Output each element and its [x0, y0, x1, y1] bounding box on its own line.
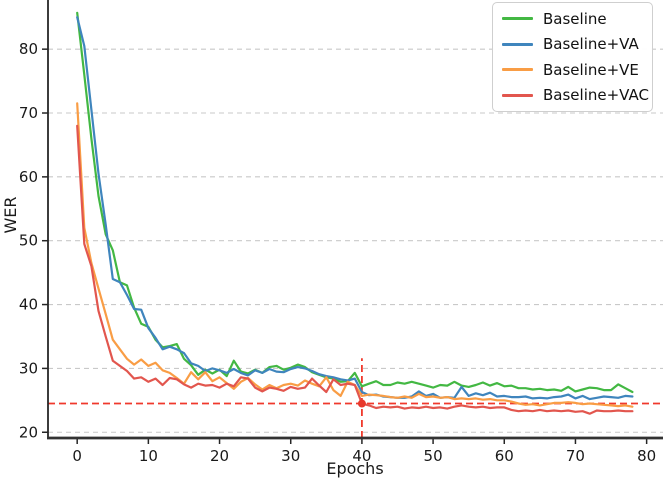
x-tick-label-40: 40 [352, 447, 371, 465]
x-tick-label-20: 20 [210, 447, 229, 465]
legend-item-baseline-vac: Baseline+VAC [502, 86, 649, 104]
y-tick-label-20: 20 [19, 423, 38, 441]
legend-line-sample-baseline-vac [502, 93, 533, 97]
legend-label: Baseline+VA [543, 35, 639, 54]
legend-label: Baseline [543, 9, 607, 28]
x-tick-label-0: 0 [72, 447, 82, 465]
x-tick-label-70: 70 [566, 447, 585, 465]
y-axis-title: WER [1, 196, 20, 233]
legend-label: Baseline+VE [543, 60, 639, 79]
intersection-marker-dot [357, 399, 366, 408]
x-axis-title: Epochs [326, 459, 383, 478]
y-tick-label-30: 30 [19, 359, 38, 377]
legend-line-sample-baseline-ve [502, 68, 533, 72]
series-line-baseline-ve [76, 102, 634, 408]
legend-line-sample-baseline-va [502, 42, 533, 46]
series-lines-group [76, 11, 634, 415]
axes-group: 20 30 40 50 60 70 80 0 10 20 30 40 50 60 70 80 [19, 0, 663, 465]
legend-item-baseline: Baseline [502, 10, 643, 28]
x-tick-label-10: 10 [139, 447, 158, 465]
x-tick-label-80: 80 [637, 447, 656, 465]
legend-item-baseline-ve: Baseline+VE [502, 61, 643, 79]
series-line-baseline-vac [76, 124, 634, 415]
y-tick-label-60: 60 [19, 168, 38, 186]
x-tick-label-50: 50 [424, 447, 443, 465]
y-tick-label-40: 40 [19, 296, 38, 314]
y-tick-label-80: 80 [19, 40, 38, 58]
series-line-baseline-va [76, 16, 634, 401]
y-tick-label-50: 50 [19, 232, 38, 250]
y-tick-label-70: 70 [19, 104, 38, 122]
annotation-lines-group [48, 358, 663, 438]
x-tick-label-60: 60 [495, 447, 514, 465]
legend-line-sample-baseline [502, 17, 533, 21]
legend-label: Baseline+VAC [543, 86, 649, 105]
chart-legend: Baseline Baseline+VA Baseline+VE Baselin… [492, 2, 653, 112]
legend-item-baseline-va: Baseline+VA [502, 35, 643, 53]
x-tick-label-30: 30 [281, 447, 300, 465]
gridlines-group [48, 48, 663, 433]
